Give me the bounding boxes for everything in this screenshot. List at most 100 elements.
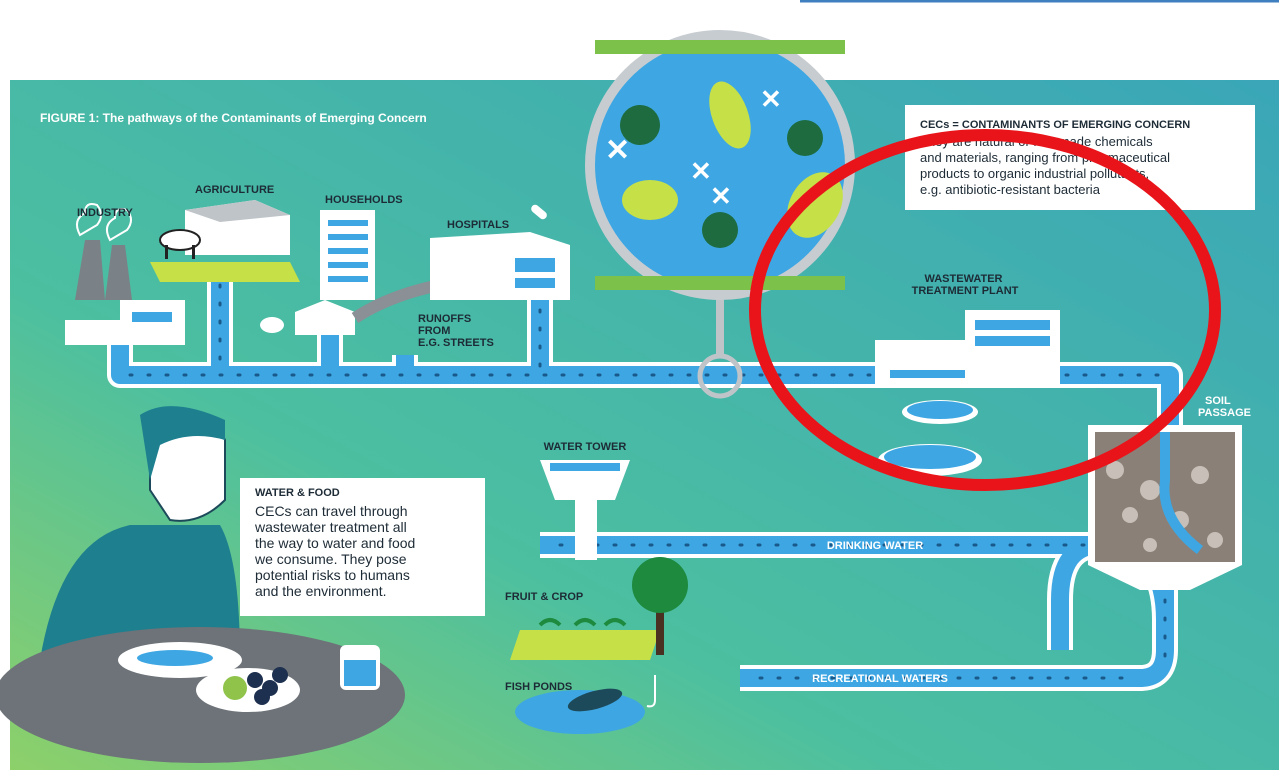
label-runoffs: RUNOFFS FROM E.G. STREETS xyxy=(418,313,494,349)
magnifier-part xyxy=(595,276,845,290)
food-heading: WATER & FOOD xyxy=(255,487,340,499)
label-wastewater-part: TREATMENT PLANT xyxy=(912,285,1019,297)
table-part xyxy=(137,650,213,666)
magnifier-part-part xyxy=(787,120,823,156)
table xyxy=(0,627,405,763)
treatment-plant-part xyxy=(975,320,1050,330)
food-text: CECs can travel through wastewater treat… xyxy=(254,503,419,599)
magnifier-part-part xyxy=(622,180,678,220)
label-water-tower: WATER TOWER xyxy=(544,441,627,453)
agriculture-part xyxy=(150,262,300,282)
treatment-plant-part xyxy=(975,336,1050,346)
food-text-part: we consume. They pose xyxy=(254,551,407,567)
table-part-part xyxy=(254,689,270,705)
person xyxy=(40,406,240,660)
label-runoffs-part: E.G. STREETS xyxy=(418,337,494,349)
table-part xyxy=(344,660,376,686)
soil-passage-part-part xyxy=(1207,532,1223,548)
households-part-part xyxy=(328,262,368,268)
person-part xyxy=(140,406,225,480)
agriculture xyxy=(150,200,300,282)
figure-title: FIGURE 1: The pathways of the Contaminan… xyxy=(40,111,427,125)
fruit-crop-part xyxy=(656,595,664,655)
magnifier-part-part xyxy=(620,105,660,145)
magnifier-part-part: ✕ xyxy=(760,84,782,114)
agriculture-part xyxy=(165,245,168,259)
treatment-plant-part xyxy=(875,340,975,385)
households-part-part xyxy=(328,234,368,240)
label-industry: INDUSTRY xyxy=(77,207,133,219)
food-box-part xyxy=(240,478,485,616)
treatment-plant-part xyxy=(907,401,973,419)
soil-passage-part-part xyxy=(1191,466,1209,484)
person-part xyxy=(40,525,240,660)
magnifier-part-part: ✕ xyxy=(605,134,630,167)
households-part xyxy=(260,317,284,333)
soil-passage-part-part xyxy=(1140,480,1160,500)
hospitals xyxy=(430,204,570,300)
magnifier-part xyxy=(620,105,823,248)
label-soil-part: SOIL xyxy=(1205,395,1231,407)
households-part-part xyxy=(328,276,368,282)
magnifier-part xyxy=(697,353,743,399)
soil-passage-part-part xyxy=(1122,507,1138,523)
label-recreational-waters: RECREATIONAL WATERS xyxy=(812,673,948,685)
magnifier-part-part xyxy=(702,212,738,248)
industry-part xyxy=(75,203,102,237)
industry xyxy=(65,203,185,345)
households-part-part xyxy=(328,220,368,226)
food-text-part: wastewater treatment all xyxy=(254,519,407,535)
label-hospitals: HOSPITALS xyxy=(447,219,509,231)
label-fish-ponds: FISH PONDS xyxy=(505,681,572,693)
soil-passage-part-part xyxy=(1143,538,1157,552)
food-text-part: and the environment. xyxy=(255,583,387,599)
label-agriculture: AGRICULTURE xyxy=(195,184,274,196)
table-part-part xyxy=(272,667,288,683)
label-soil: SOIL PASSAGE xyxy=(1198,395,1251,419)
label-fruit-crop: FRUIT & CROP xyxy=(505,591,583,603)
soil-passage-part-part xyxy=(1106,461,1124,479)
industry-part xyxy=(105,208,132,242)
fruit-crop-part xyxy=(538,618,627,627)
label-wastewater: WASTEWATER TREATMENT PLANT xyxy=(912,273,1019,297)
cec-box: CECs = CONTAMINANTS OF EMERGING CONCERN … xyxy=(905,105,1255,210)
industry-part xyxy=(75,240,105,300)
hospitals-part xyxy=(515,278,555,288)
fruit-crop-part xyxy=(510,630,660,660)
hospitals-part xyxy=(515,258,555,272)
food-text-part: potential risks to humans xyxy=(255,567,410,583)
table-part xyxy=(247,667,288,705)
magnifier-part-part xyxy=(709,81,751,149)
table-part-part xyxy=(247,672,263,688)
treatment-plant-part xyxy=(884,445,976,469)
magnifier-part-part: ✕ xyxy=(710,181,732,211)
fish-ponds xyxy=(515,675,656,734)
water-tower-part xyxy=(575,500,597,560)
cec-text-part: products to organic industrial pollutant… xyxy=(920,166,1149,181)
treatment-plant-part xyxy=(890,370,965,378)
soil-passage-part xyxy=(1159,432,1204,554)
industry-part xyxy=(65,320,125,345)
label-soil-part: PASSAGE xyxy=(1198,407,1251,419)
fruit-crop xyxy=(510,557,688,660)
food-box: WATER & FOOD CECs can travel through was… xyxy=(240,478,485,616)
food-text-part: the way to water and food xyxy=(255,535,415,551)
agriculture-part xyxy=(192,245,195,259)
fruit-crop-part xyxy=(632,557,688,613)
label-drinking-water: DRINKING WATER xyxy=(827,540,923,552)
agriculture-part xyxy=(159,229,201,251)
fish-ponds-part xyxy=(646,675,656,708)
cec-box-part xyxy=(905,105,1255,210)
households-part xyxy=(328,220,368,282)
fish-ponds-part xyxy=(567,688,623,712)
households-part-part xyxy=(328,248,368,254)
cec-heading: CECs = CONTAMINANTS OF EMERGING CONCERN xyxy=(920,119,1190,131)
industry-part xyxy=(132,312,172,322)
households-part xyxy=(295,300,355,335)
water-tower-part xyxy=(550,463,620,471)
magnifier-part-part: ✕ xyxy=(690,156,712,186)
label-runoffs-part: FROM xyxy=(418,325,450,337)
industry-part xyxy=(120,300,185,345)
